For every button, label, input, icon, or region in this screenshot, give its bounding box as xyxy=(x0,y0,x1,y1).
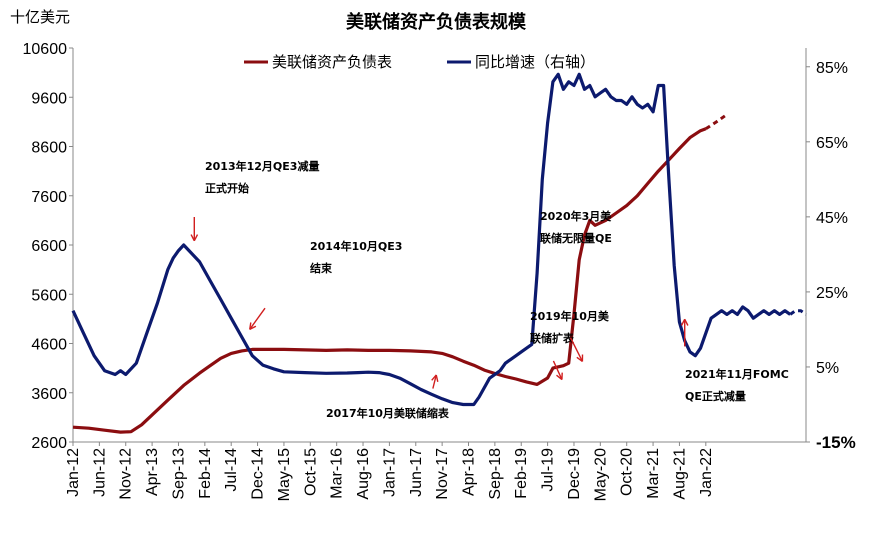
series-group xyxy=(71,72,807,434)
annotations: 2013年12月QE3减量正式开始2014年10月QE3结束2017年10月美联… xyxy=(190,159,789,420)
balance-sheet-line xyxy=(72,127,707,434)
balance-sheet-line-dashed xyxy=(704,113,728,131)
annotation-arrow xyxy=(432,374,437,389)
annotation-taper-2021: 2021年11月FOMC QE正式减量 xyxy=(680,318,789,403)
x-tick-label: Aug-21 xyxy=(671,448,688,500)
annotation-text: QE正式减量 xyxy=(685,389,746,403)
right-tick-label: 25% xyxy=(816,285,848,302)
yoy-growth-line-dashed xyxy=(789,309,807,316)
right-tick-label: 45% xyxy=(816,210,848,227)
left-tick-label: 5600 xyxy=(31,287,67,304)
x-tick-label: Jul-19 xyxy=(540,448,557,492)
yoy-growth-line xyxy=(71,72,792,407)
x-tick-label: Jun-12 xyxy=(91,448,108,497)
left-tick-label: 10600 xyxy=(23,41,68,58)
left-axis-unit: 十亿美元 xyxy=(10,8,70,26)
x-tick-label: Aug-16 xyxy=(355,448,372,500)
x-tick-label: Sep-18 xyxy=(487,448,504,500)
x-tick-label: Jan-17 xyxy=(381,448,398,497)
x-tick-label: Jan-22 xyxy=(698,448,715,497)
x-tick-label: Mar-16 xyxy=(329,448,346,499)
x-tick-label: Feb-14 xyxy=(197,448,214,499)
left-tick-label: 7600 xyxy=(31,189,67,206)
left-tick-label: 8600 xyxy=(31,140,67,157)
annotation-text: 2020年3月美 xyxy=(540,209,612,223)
annotation-bs-shrink: 2017年10月美联储缩表 xyxy=(326,374,450,420)
annotation-qe3-end: 2014年10月QE3 结束 xyxy=(249,239,402,331)
right-tick-label: 85% xyxy=(816,60,848,77)
annotation-arrow xyxy=(249,307,266,330)
x-tick-label: Jul-14 xyxy=(223,448,240,492)
x-tick-label: Mar-21 xyxy=(645,448,662,499)
x-tick-label: Jan-12 xyxy=(65,448,82,497)
annotation-arrow-head xyxy=(680,318,689,326)
annotation-text: 2013年12月QE3减量 xyxy=(205,159,319,173)
annotation-arrow xyxy=(552,360,563,380)
x-tick-label: May-20 xyxy=(592,448,609,501)
x-tick-label: Oct-20 xyxy=(619,448,636,496)
left-tick-label: 4600 xyxy=(31,337,67,354)
left-tick-label: 6600 xyxy=(31,238,67,255)
right-tick-label: -15% xyxy=(816,433,856,452)
annotation-text: 2019年10月美 xyxy=(530,309,610,323)
x-tick-label: Apr-13 xyxy=(144,448,161,496)
x-tick-label: Sep-13 xyxy=(170,448,187,500)
annotation-text: 正式开始 xyxy=(205,181,249,195)
annotation-arrow-head xyxy=(576,354,584,363)
right-tick-label: 65% xyxy=(816,135,848,152)
x-tick-label: May-15 xyxy=(276,448,293,501)
legend-label-yoy: 同比增速（右轴） xyxy=(475,53,595,71)
left-tick-label: 9600 xyxy=(31,90,67,107)
chart-title: 美联储资产负债表规模 xyxy=(346,11,527,33)
legend: 美联储资产负债表 同比增速（右轴） xyxy=(244,53,595,71)
axes: 2600 3600 4600 5600 6600 7600 8600 9600 10600 -15… xyxy=(23,41,856,501)
x-tick-label: Feb-19 xyxy=(513,448,530,499)
annotation-arrow-head xyxy=(556,372,563,381)
left-tick-label: 2600 xyxy=(31,435,67,452)
annotation-arrow-head xyxy=(249,322,257,331)
x-tick-label: Nov-12 xyxy=(118,448,135,500)
annotation-arrow xyxy=(569,337,584,362)
legend-label-balance: 美联储资产负债表 xyxy=(272,53,392,71)
annotation-text: 2021年11月FOMC xyxy=(685,367,789,381)
annotation-text: 联储无限量QE xyxy=(540,231,612,245)
annotation-text: 2014年10月QE3 xyxy=(310,239,402,253)
annotation-arrow-head xyxy=(431,374,439,382)
x-tick-label: Dec-19 xyxy=(566,448,583,500)
x-tick-label: Apr-18 xyxy=(461,448,478,496)
x-tick-label: Jun-17 xyxy=(408,448,425,497)
annotation-text: 结束 xyxy=(309,261,333,275)
x-tick-label: Nov-17 xyxy=(434,448,451,500)
annotation-text: 2017年10月美联储缩表 xyxy=(326,406,450,420)
left-tick-label: 3600 xyxy=(31,386,67,403)
right-tick-label: 5% xyxy=(816,360,839,377)
annotation-arrow-head xyxy=(190,234,199,242)
x-tick-label: Dec-14 xyxy=(250,448,267,500)
x-tick-label: Oct-15 xyxy=(302,448,319,496)
annotation-text: 联储扩表 xyxy=(530,331,575,345)
